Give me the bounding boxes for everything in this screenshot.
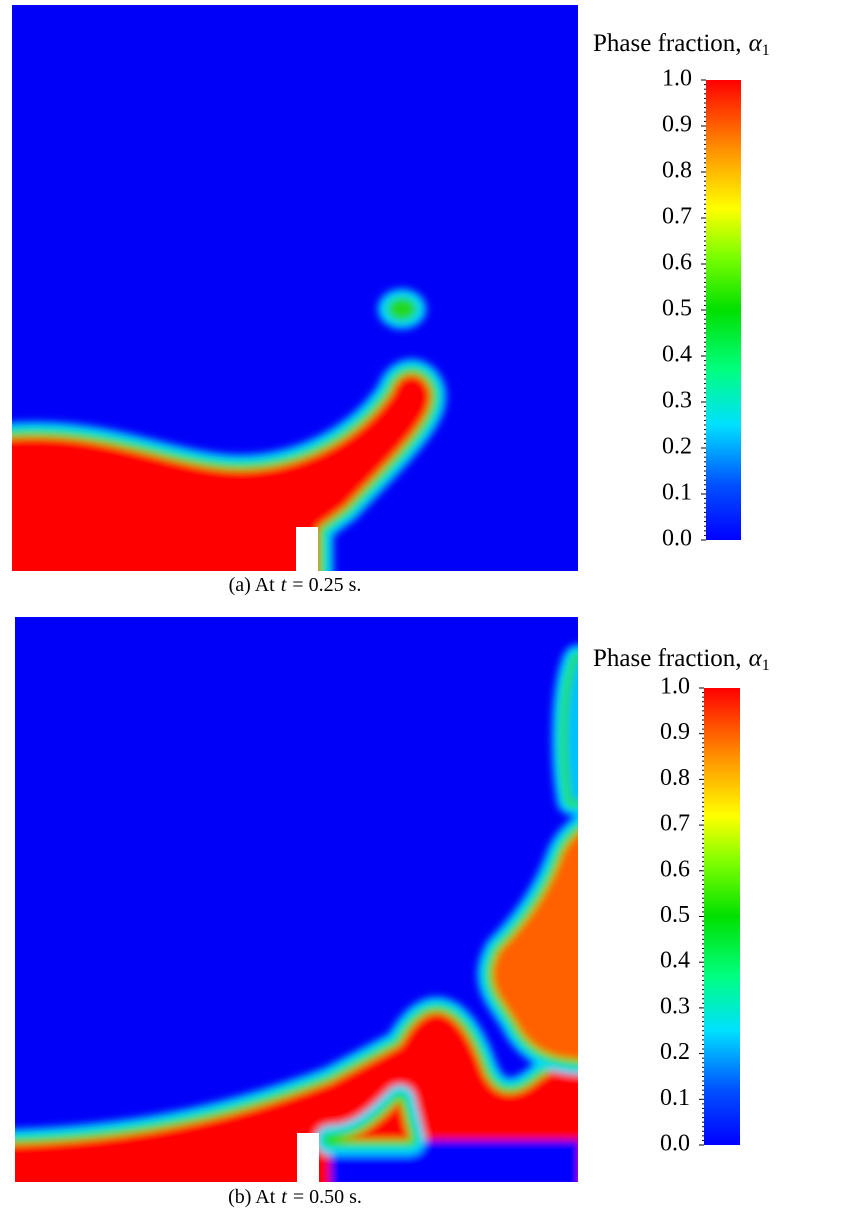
tick-label: 0.4 — [660, 948, 690, 974]
colorbar — [706, 80, 741, 540]
droplet — [378, 289, 426, 329]
tick-label: 1.0 — [662, 66, 692, 92]
tick-label: 0.1 — [660, 1085, 690, 1111]
liquid — [15, 1012, 578, 1182]
tick-label: 0.0 — [660, 1131, 690, 1157]
tick-label: 0.6 — [662, 250, 692, 276]
tick-label: 0.8 — [662, 158, 692, 184]
caption-variable: t — [281, 574, 287, 596]
tick-label: 0.4 — [662, 342, 692, 368]
colorbar-label: Phase fraction, α1 — [593, 30, 770, 59]
tick-label: 0.7 — [662, 204, 692, 230]
caption-suffix: = 0.50 s. — [293, 1186, 362, 1208]
label-symbol: α — [749, 645, 763, 672]
caption: (b) At t = 0.50 s. — [228, 1186, 362, 1208]
tick-label: 0.2 — [662, 434, 692, 460]
tick-label: 0.5 — [662, 296, 692, 322]
tick-label: 0.2 — [660, 1039, 690, 1065]
label-subscript: 1 — [762, 657, 770, 674]
colorbar-label: Phase fraction, α1 — [593, 645, 770, 674]
obstacle — [297, 1133, 319, 1182]
tick-label: 0.1 — [662, 480, 692, 506]
liquid — [492, 833, 578, 1060]
caption-variable: t — [281, 1186, 287, 1208]
tick-label: 0.9 — [660, 719, 690, 745]
phase-field — [12, 289, 446, 571]
tick-label: 0.3 — [660, 993, 690, 1019]
label-symbol: α — [749, 30, 763, 57]
tick-label: 0.0 — [662, 526, 692, 552]
tick-label: 0.7 — [660, 811, 690, 837]
tick-label: 0.5 — [660, 902, 690, 928]
obstacle — [296, 527, 318, 571]
tick-label: 1.0 — [660, 674, 690, 700]
simulation-image — [15, 617, 578, 1182]
label-text: Phase fraction, — [593, 30, 742, 57]
label-subscript: 1 — [762, 42, 770, 59]
tick-label: 0.8 — [660, 765, 690, 791]
simulation-image — [12, 5, 578, 571]
caption-prefix: (a) At — [229, 574, 276, 596]
tick-label: 0.9 — [662, 112, 692, 138]
liquid — [12, 374, 431, 571]
caption: (a) At t = 0.25 s. — [229, 574, 362, 596]
droplet-core — [387, 297, 417, 321]
phase-field — [15, 645, 578, 1182]
liquid — [330, 1100, 410, 1140]
colorbar — [704, 688, 740, 1145]
liquid — [567, 660, 578, 800]
label-text: Phase fraction, — [593, 645, 742, 672]
tick-label: 0.3 — [662, 388, 692, 414]
caption-prefix: (b) At — [228, 1186, 276, 1208]
tick-label: 0.6 — [660, 856, 690, 882]
caption-suffix: = 0.25 s. — [292, 574, 361, 596]
